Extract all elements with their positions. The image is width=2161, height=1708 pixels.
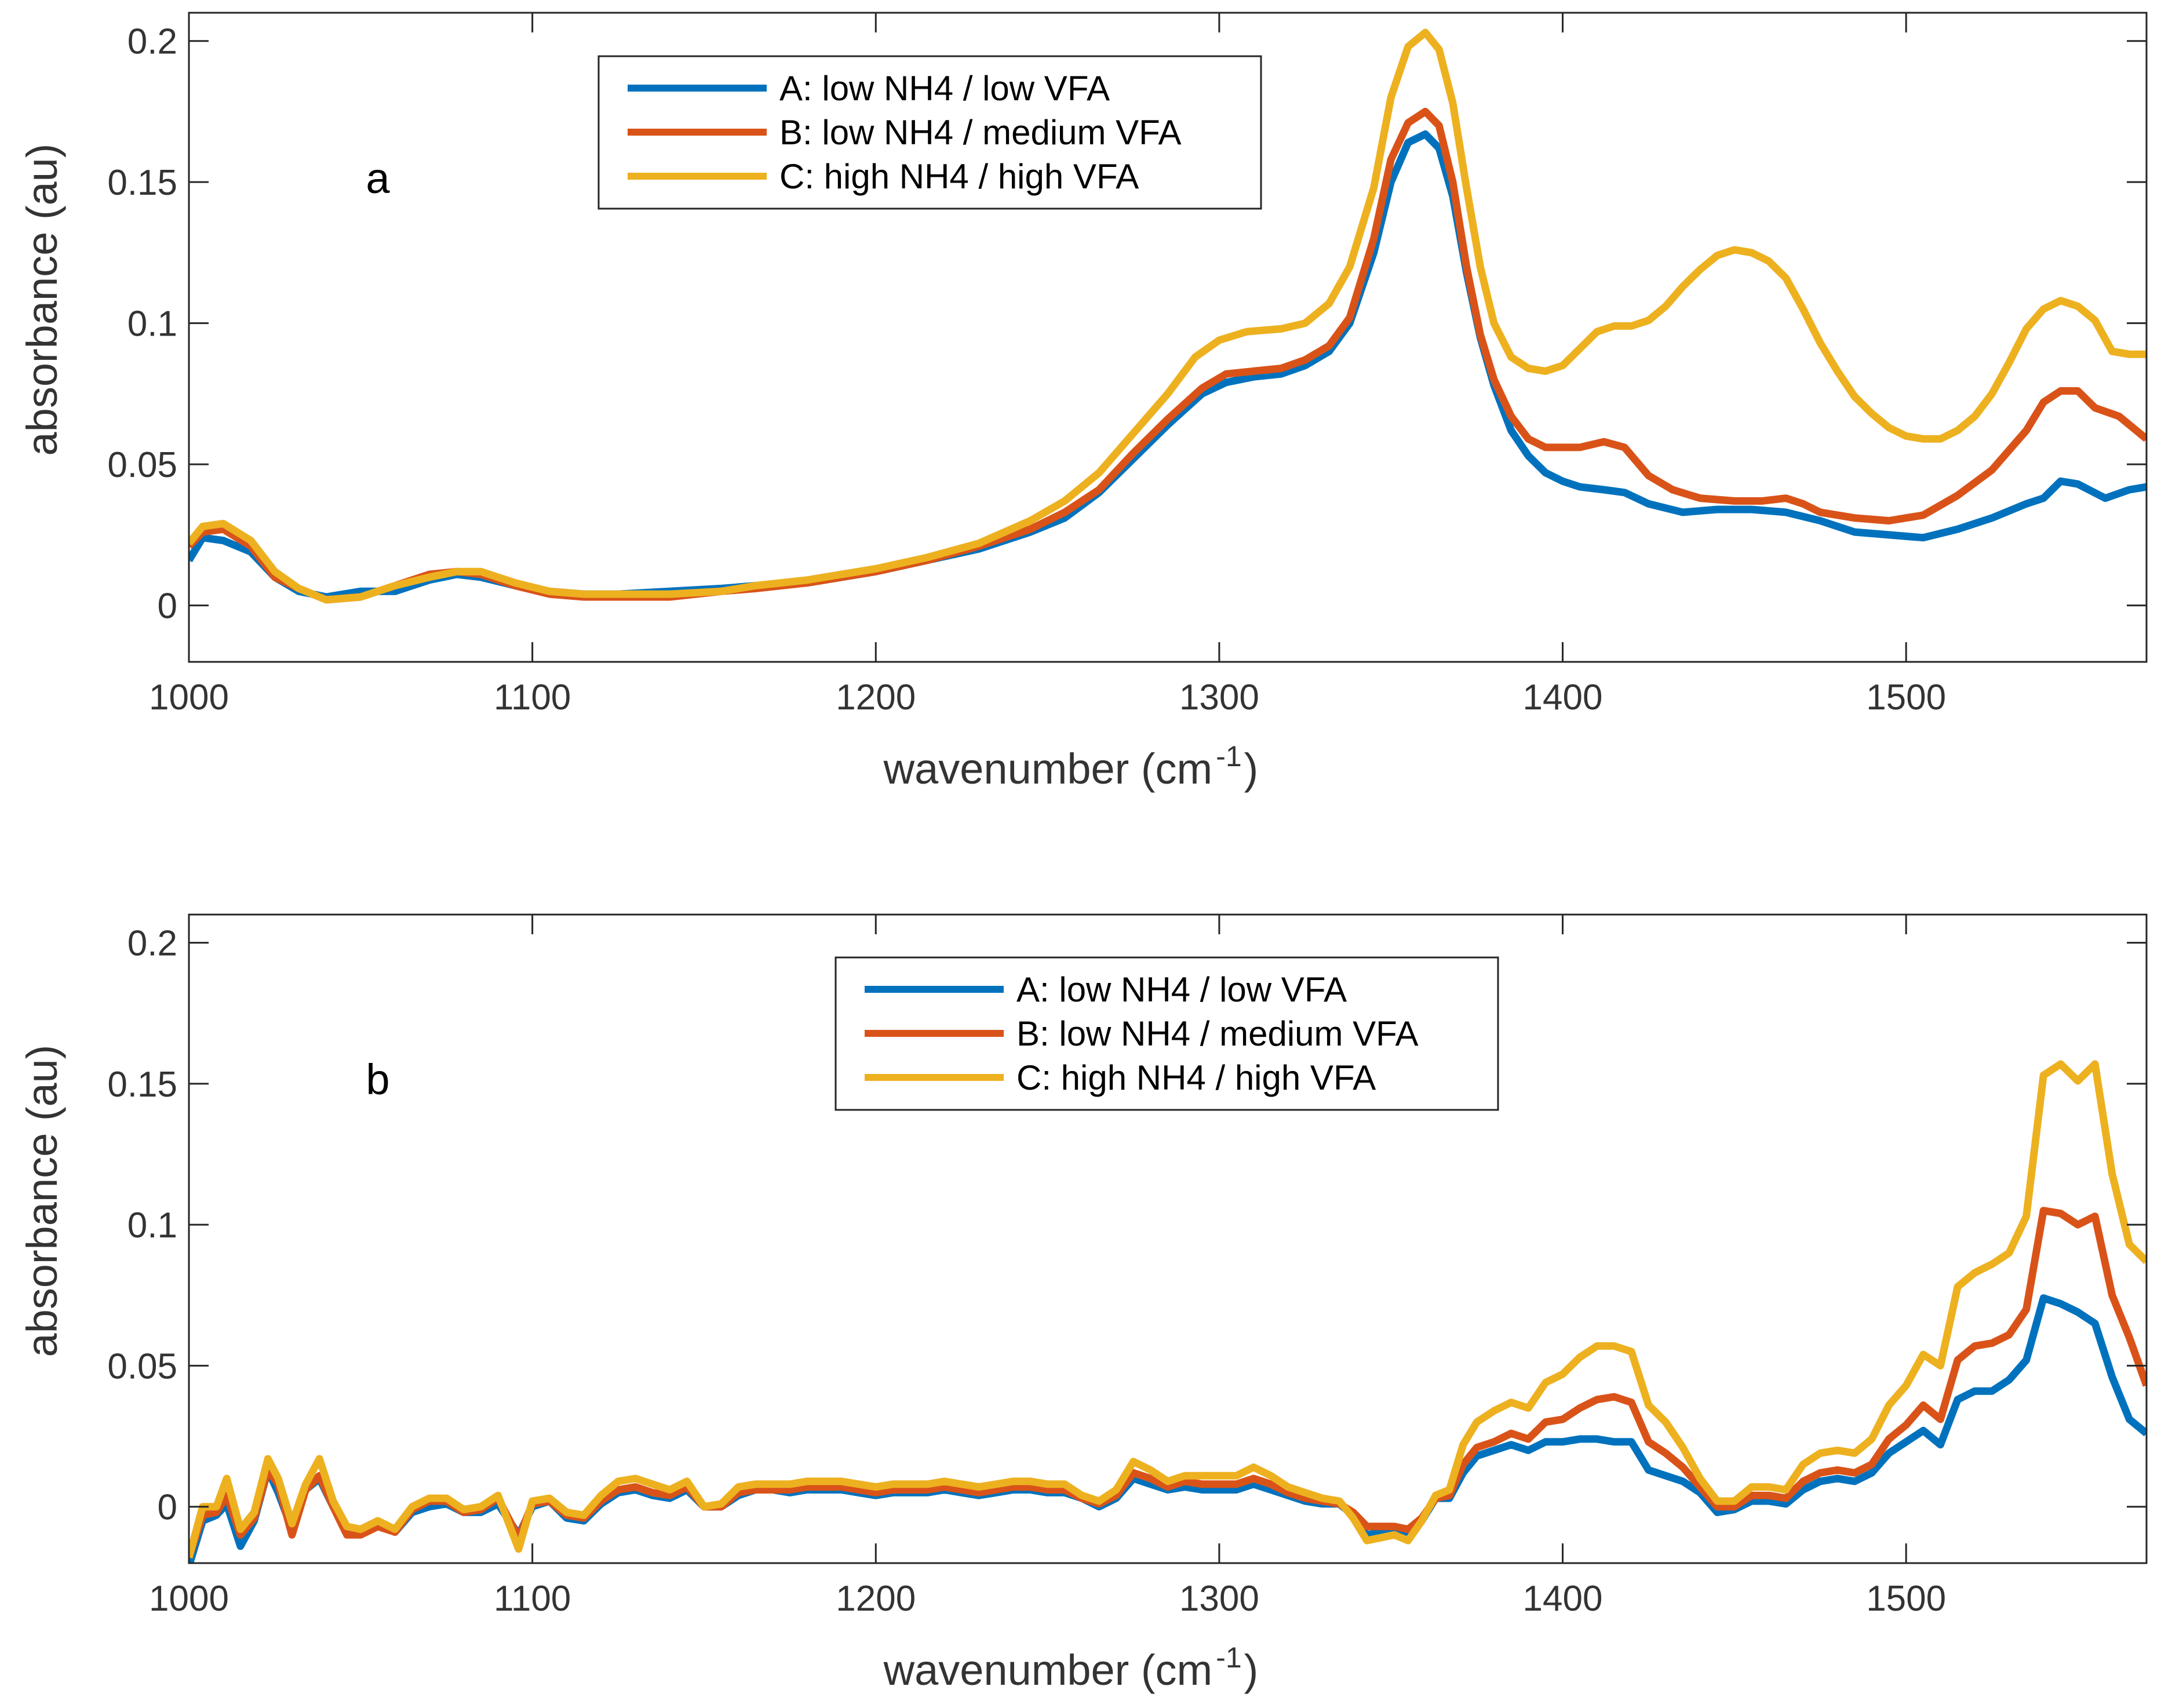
panel-b-x-tick-label: 1400 — [1523, 1579, 1603, 1619]
panel-b-x-tick-label: 1000 — [149, 1579, 229, 1619]
panel-b-x-tick-label: 1300 — [1179, 1579, 1259, 1619]
panel-b-series — [189, 1060, 2147, 1563]
panel-a-series-c-line — [189, 28, 2147, 604]
panel-b-y-tick-label: 0.1 — [127, 1206, 177, 1246]
panel-a-x-tick-label: 1200 — [836, 678, 916, 718]
panel-a: 1000 1100 1200 1300 1400 150000.050.10.150.2 … — [18, 12, 2148, 793]
panel-a-x-tick-label: 1400 — [1523, 678, 1603, 718]
panel-a-x-axis-label: wavenumber (cm -1) — [883, 740, 1259, 793]
panel-a-y-tick-label: 0 — [158, 587, 177, 627]
panel-b-y-axis-label: absorbance (au) — [18, 1045, 66, 1357]
panel-a-legend-label-a: A: low NH4 / low VFA — [779, 69, 1110, 108]
panel-b-legend-label-c: C: high NH4 / high VFA — [1016, 1058, 1376, 1097]
panel-b-series-c-line — [189, 1060, 2147, 1558]
panel-b-x-tick-label: 1100 — [494, 1579, 571, 1619]
panel-b-y-tick-label: 0 — [158, 1488, 177, 1528]
panel-a-letter: a — [366, 154, 390, 202]
panel-a-legend-label-c: C: high NH4 / high VFA — [779, 157, 1139, 196]
panel-b-legend: A: low NH4 / low VFA B: low NH4 / medium… — [834, 956, 1499, 1111]
panel-a-x-tick-label: 1300 — [1179, 678, 1259, 718]
panel-a-axes-box — [188, 12, 2148, 663]
panel-b-letter: b — [366, 1055, 389, 1104]
panel-b-axes-box — [188, 913, 2148, 1564]
panel-a-y-tick-label: 0.2 — [127, 22, 177, 62]
panel-a-y-tick-label: 0.1 — [127, 304, 177, 344]
panel-a-series — [189, 28, 2147, 604]
panel-a-x-tick-label: 1000 — [149, 678, 229, 718]
panel-b-x-tick-label: 1200 — [836, 1579, 916, 1619]
panel-b-axes — [188, 913, 2148, 1564]
panel-b-legend-label-b: B: low NH4 / medium VFA — [1016, 1014, 1419, 1053]
panel-b-y-tick-label: 0.2 — [127, 924, 177, 964]
panel-b-x-axis-label: wavenumber (cm -1) — [883, 1641, 1259, 1694]
panel-b-ticks: 1000 1100 1200 1300 1400 1500 0 0.05 0.1 0.15 0.2 — [107, 915, 2147, 1619]
panel-b-y-tick-label: 0.05 — [107, 1346, 177, 1386]
panel-a-ticks: 1000 1100 1200 1300 1400 1500 0 0.05 0.1 0.15 0.2 — [107, 13, 2147, 718]
panel-a-y-tick-label: 0.15 — [107, 163, 177, 203]
panel-a-legend-label-b: B: low NH4 / medium VFA — [779, 113, 1182, 152]
panel-b-legend-label-a: A: low NH4 / low VFA — [1016, 970, 1347, 1009]
panel-a-y-axis-label: absorbance (au) — [18, 144, 66, 456]
panel-a-x-tick-label: 1500 — [1866, 678, 1946, 718]
panel-b: 1000 1100 1200 1300 1400 150000.050.10.150.2 … — [18, 913, 2148, 1694]
panel-a-x-tick-label: 1100 — [494, 678, 571, 718]
panel-b-x-tick-label: 1500 — [1866, 1579, 1946, 1619]
panel-b-y-tick-label: 0.15 — [107, 1065, 177, 1105]
panel-a-axes — [188, 12, 2148, 663]
panel-a-y-tick-label: 0.05 — [107, 445, 177, 485]
panel-a-legend: A: low NH4 / low VFA B: low NH4 / medium… — [597, 55, 1262, 210]
